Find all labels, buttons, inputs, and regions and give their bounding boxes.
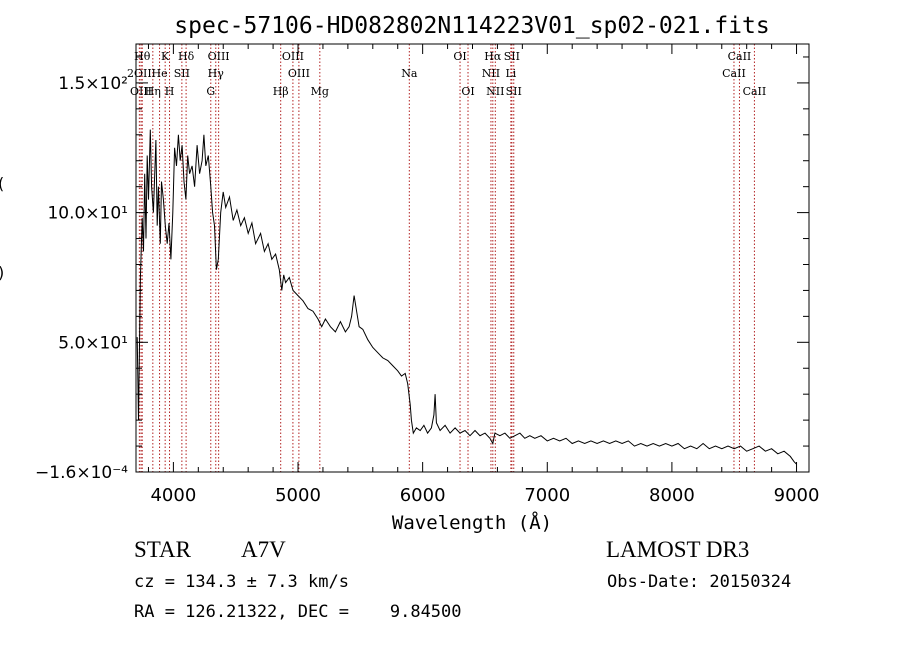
line-label-12: Hβ (273, 85, 289, 98)
chart-title: spec-57106-HD082802N114223V01_sp02-021.f… (174, 13, 769, 39)
spectrum-line (136, 129, 797, 465)
x-tick-label-2: 6000 (400, 485, 446, 506)
line-label-16: Na (401, 67, 418, 80)
plot-frame (135, 43, 810, 473)
y-axis: −1.6×10⁻⁴ 5.0×10¹ 10.0×10¹ 1.5×10² (35, 56, 809, 483)
redshift-value: cz = 134.3 ± 7.3 km/s (134, 572, 349, 592)
survey-name: LAMOST DR3 (606, 537, 750, 562)
x-tick-label-4: 8000 (649, 485, 695, 506)
obs-date: Obs-Date: 20150324 (607, 572, 792, 592)
line-label-1: 2OII (127, 67, 152, 80)
line-label-8: Hδ (178, 50, 195, 63)
line-markers (138, 44, 755, 472)
y-tick-label-0: −1.6×10⁻⁴ (35, 463, 128, 483)
line-label-14: OIII (288, 67, 310, 80)
x-axis: 4000 5000 6000 7000 8000 9000 (147, 44, 820, 506)
line-label-26: CaII (722, 67, 746, 80)
line-label-2: OIII (130, 85, 152, 98)
x-tick-label-1: 5000 (275, 485, 321, 506)
coordinates: RA = 126.21322, DEC = 9.84500 (134, 602, 462, 622)
x-tick-label-5: 9000 (774, 485, 820, 506)
x-axis-label: Wavelength (Å) (392, 511, 552, 534)
line-label-21: NII (482, 67, 500, 80)
line-label-23: NII (486, 85, 504, 98)
y-tick-label-3: 1.5×10² (58, 74, 128, 94)
line-label-27: CaII (743, 85, 767, 98)
line-label-7: H (165, 85, 175, 98)
line-label-18: OI (461, 85, 474, 98)
x-tick-label-0: 4000 (150, 485, 196, 506)
y-tick-label-2: 10.0×10¹ (47, 204, 128, 224)
line-label-3: He (152, 67, 168, 80)
object-type: STAR (134, 537, 191, 562)
line-label-0: Hθ (134, 50, 151, 63)
line-label-24: SII (506, 85, 522, 98)
object-subclass: A7V (241, 537, 286, 562)
line-label-5: K (161, 50, 170, 63)
line-label-6: SII (174, 67, 190, 80)
y-tick-label-1: 5.0×10¹ (58, 333, 128, 353)
line-label-22: Li (505, 67, 516, 80)
line-label-25: CaII (728, 50, 752, 63)
line-label-15: Mg (311, 85, 329, 98)
y-axis-label-open: ( (0, 174, 4, 193)
x-tick-label-3: 7000 (524, 485, 570, 506)
line-label-11: G (206, 85, 215, 98)
line-label-9: OIII (208, 50, 230, 63)
line-label-4: Hη (145, 85, 161, 98)
line-label-17: OI (453, 50, 466, 63)
line-label-13: OIII (282, 50, 304, 63)
line-label-20: SII (504, 50, 520, 63)
line-label-10: Hγ (208, 67, 225, 80)
line-label-19: Hα (484, 50, 502, 63)
y-axis-label-close: ) (0, 263, 4, 282)
